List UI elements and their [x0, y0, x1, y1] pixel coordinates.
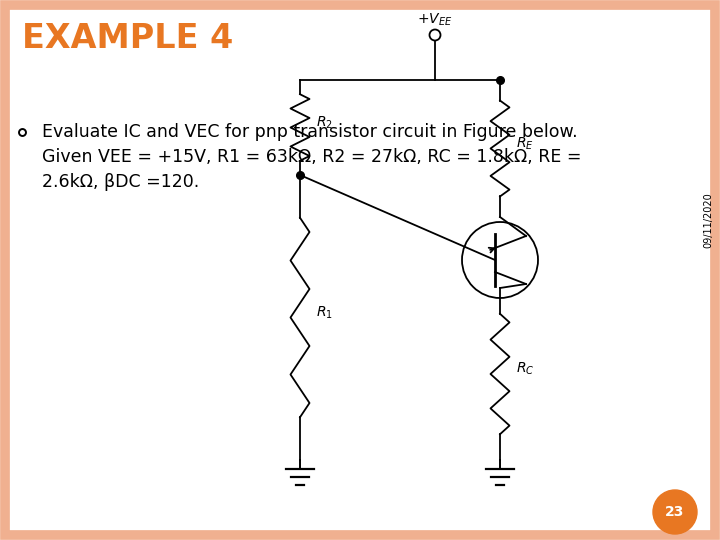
Text: $R_2$: $R_2$ [316, 114, 333, 131]
Text: $R_E$: $R_E$ [516, 136, 534, 152]
Circle shape [653, 490, 697, 534]
Text: $R_1$: $R_1$ [316, 305, 333, 321]
Text: Evaluate IC and VEC for pnp transistor circuit in Figure below.: Evaluate IC and VEC for pnp transistor c… [42, 123, 577, 141]
Text: 09/11/2020: 09/11/2020 [703, 192, 713, 248]
Text: $R_C$: $R_C$ [516, 361, 534, 377]
Text: 23: 23 [665, 505, 685, 519]
Text: EXAMPLE 4: EXAMPLE 4 [22, 22, 233, 55]
Text: Given VEE = +15V, R1 = 63kΩ, R2 = 27kΩ, RC = 1.8kΩ, RE =: Given VEE = +15V, R1 = 63kΩ, R2 = 27kΩ, … [42, 148, 582, 166]
Text: $+V_{EE}$: $+V_{EE}$ [418, 11, 453, 28]
Text: 2.6kΩ, βDC =120.: 2.6kΩ, βDC =120. [42, 173, 199, 191]
